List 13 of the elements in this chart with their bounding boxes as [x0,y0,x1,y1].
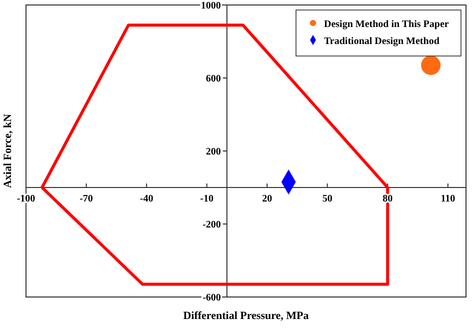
x-tick-label: -40 [140,194,154,204]
y-axis-title: Axial Force, kN [2,114,14,188]
x-tick-label: -10 [200,194,214,204]
x-tick-label: 110 [440,194,456,204]
x-axis-title: Differential Pressure, MPa [183,310,310,322]
x-tick-label: -70 [80,194,93,204]
y-tick-label: 200 [206,146,221,158]
y-tick-label: 600 [206,74,221,84]
x-tick-label: 50 [322,194,332,204]
x-tick-label: 20 [262,194,272,204]
legend-label: Traditional Design Method [324,36,440,47]
y-tick-label: -200 [202,220,221,230]
legend-label: Design Method in This Paper [324,19,450,30]
